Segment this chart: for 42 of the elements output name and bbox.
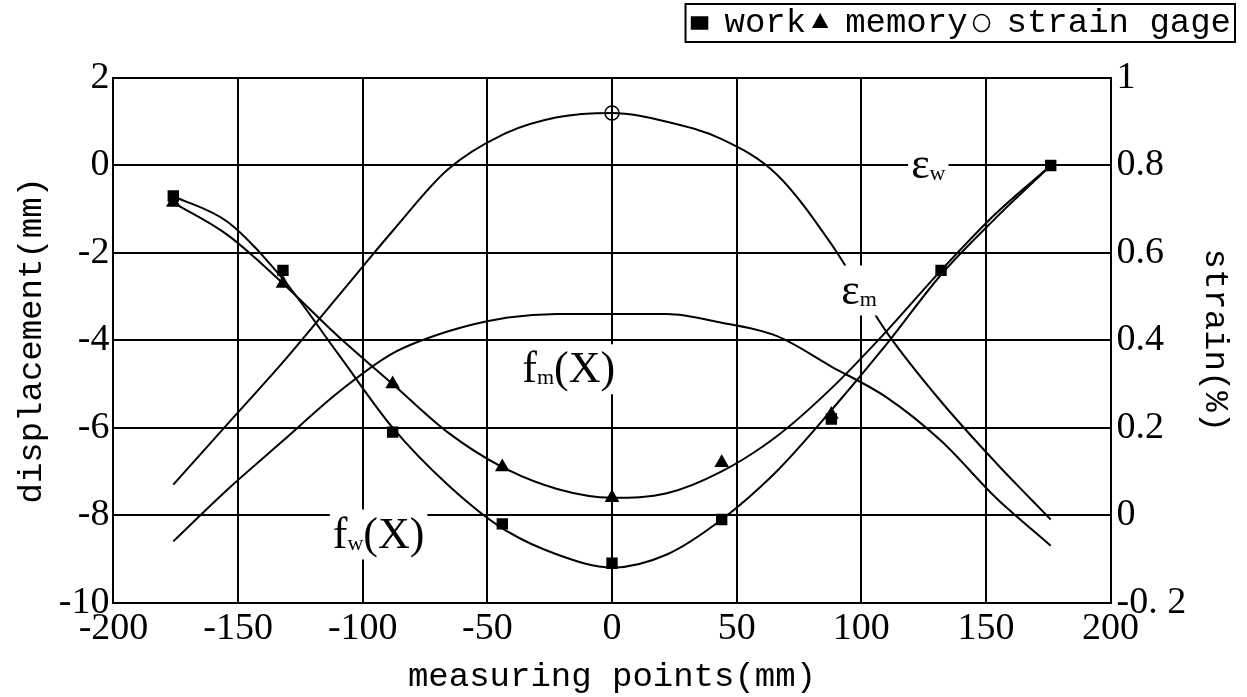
y2-tick-label: 0 [1116,491,1136,534]
point [605,489,619,502]
x-tick-label: 0 [602,605,622,648]
y2-tick-label: 0.2 [1116,403,1165,446]
y-tick-label: 0 [90,141,110,184]
point [714,454,729,467]
y2-tick-label: 0.4 [1116,316,1165,359]
y-tick-label: -6 [77,403,110,446]
x-tick-label: 150 [957,605,1015,648]
y2-tick-label: 1 [1116,53,1136,96]
annotation: εm [841,264,877,314]
point [496,518,509,530]
point [824,406,839,419]
x-tick-label: -100 [327,605,398,648]
legend-label: work [724,4,807,42]
point [385,376,400,389]
annotation: fm(X) [522,343,616,393]
y-tick-label: -4 [77,316,110,359]
legend-label: memory [845,4,968,42]
y2-tick-label: 0.8 [1116,141,1165,184]
x-axis-title: measuring points(mm) [407,657,817,696]
point [276,275,290,288]
y-tick-label: 2 [90,53,110,96]
point [386,426,399,438]
y2-tick-label: 0.6 [1116,228,1165,271]
y-axis-title: displacement(mm) [13,177,52,504]
x-tick-label: 50 [717,605,756,648]
point [1045,159,1057,172]
point [715,513,728,526]
point [935,264,947,277]
y-tick-label: -8 [77,491,110,534]
x-tick-label: 100 [832,605,890,648]
x-tick-label: -50 [462,605,513,648]
x-tick-label: -150 [203,605,273,648]
legend-label: strain gage [1006,4,1231,42]
y2-axis-title: strain(%) [1195,248,1234,433]
annotation: εw [911,138,946,188]
point [277,264,289,277]
annotation: fw(X) [332,508,425,558]
point [495,459,510,472]
y-tick-label: -2 [77,228,110,271]
point [606,557,618,569]
